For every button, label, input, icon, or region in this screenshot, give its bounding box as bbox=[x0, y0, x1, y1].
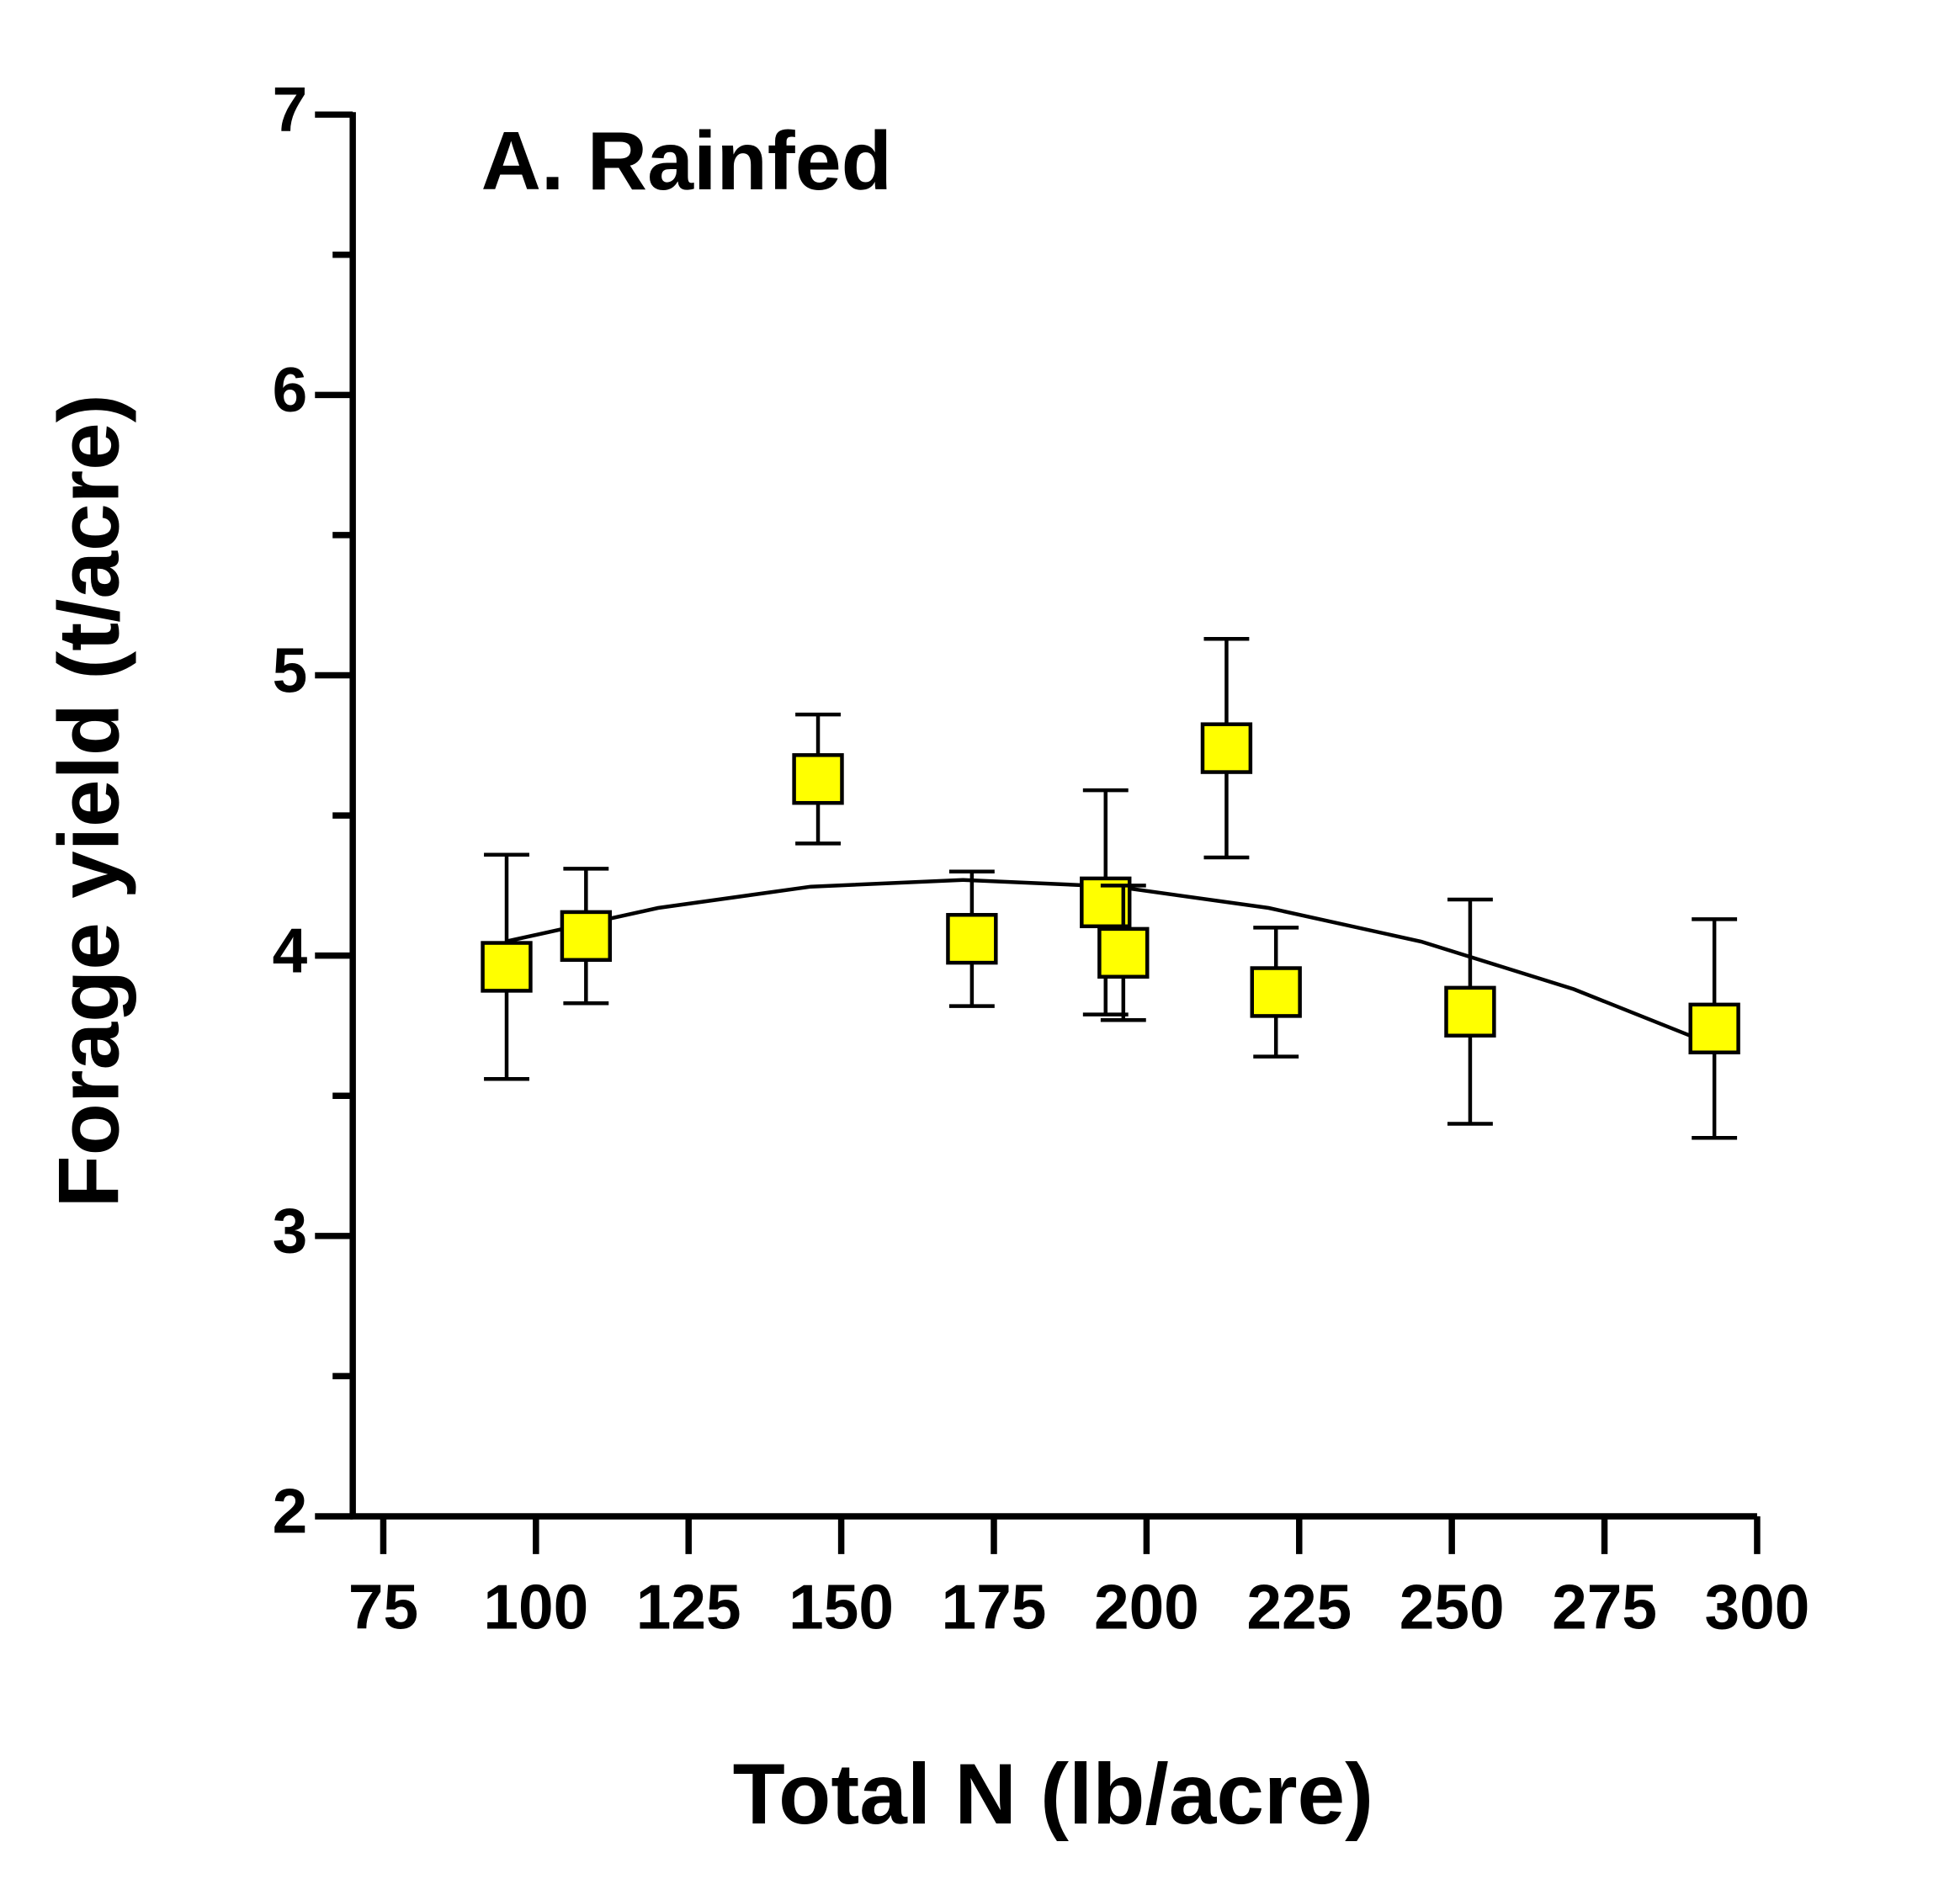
x-tick-label: 150 bbox=[789, 1571, 894, 1642]
point bbox=[792, 753, 844, 805]
y-tick-label: 2 bbox=[273, 1476, 308, 1547]
point bbox=[1688, 1002, 1740, 1054]
point bbox=[1444, 985, 1496, 1038]
point bbox=[946, 912, 998, 965]
x-tick-label: 100 bbox=[483, 1571, 588, 1642]
x-tick-label: 75 bbox=[348, 1571, 418, 1642]
y-tick-label: 6 bbox=[273, 354, 308, 425]
y-tick-label: 4 bbox=[273, 915, 308, 985]
x-tick-label: 225 bbox=[1246, 1571, 1352, 1642]
y-tick-label: 5 bbox=[273, 634, 308, 705]
x-axis-title: Total N (lb/acre) bbox=[733, 1746, 1373, 1842]
x-tick-label: 175 bbox=[942, 1571, 1047, 1642]
x-tick-label: 125 bbox=[636, 1571, 741, 1642]
y-axis-title: Forage yield (t/acre) bbox=[41, 394, 137, 1208]
point bbox=[560, 910, 613, 963]
x-tick-label: 200 bbox=[1094, 1571, 1199, 1642]
chart-title: A. Rainfed bbox=[481, 114, 892, 207]
y-tick-label: 3 bbox=[273, 1196, 308, 1266]
point bbox=[1097, 926, 1150, 979]
point bbox=[1200, 722, 1253, 774]
x-tick-label: 275 bbox=[1552, 1571, 1657, 1642]
point bbox=[1250, 966, 1302, 1018]
point bbox=[481, 941, 533, 993]
x-tick-label: 250 bbox=[1400, 1571, 1505, 1642]
y-tick-label: 7 bbox=[273, 74, 308, 145]
x-tick-label: 300 bbox=[1705, 1571, 1810, 1642]
